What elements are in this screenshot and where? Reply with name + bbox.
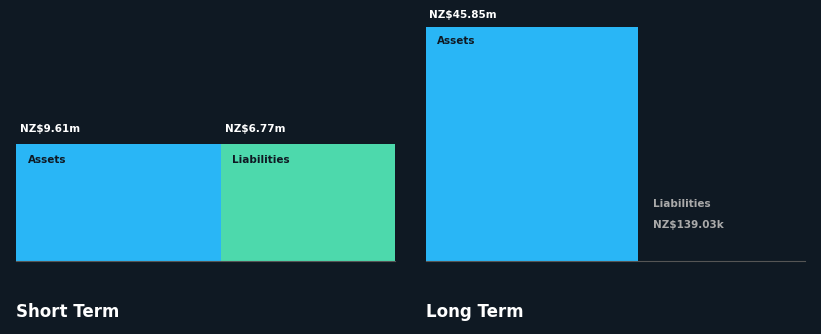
Text: NZ$9.61m: NZ$9.61m bbox=[21, 124, 80, 134]
Text: Liabilities: Liabilities bbox=[653, 199, 711, 209]
Text: NZ$139.03k: NZ$139.03k bbox=[653, 220, 724, 230]
Text: Assets: Assets bbox=[28, 155, 67, 165]
Text: Long Term: Long Term bbox=[425, 303, 523, 321]
Text: Short Term: Short Term bbox=[16, 303, 120, 321]
Text: NZ$45.85m: NZ$45.85m bbox=[429, 10, 497, 20]
FancyBboxPatch shape bbox=[16, 144, 221, 261]
Text: NZ$6.77m: NZ$6.77m bbox=[225, 124, 286, 134]
Text: Liabilities: Liabilities bbox=[232, 155, 290, 165]
Text: Assets: Assets bbox=[437, 36, 475, 46]
FancyBboxPatch shape bbox=[425, 27, 638, 261]
FancyBboxPatch shape bbox=[221, 144, 396, 261]
